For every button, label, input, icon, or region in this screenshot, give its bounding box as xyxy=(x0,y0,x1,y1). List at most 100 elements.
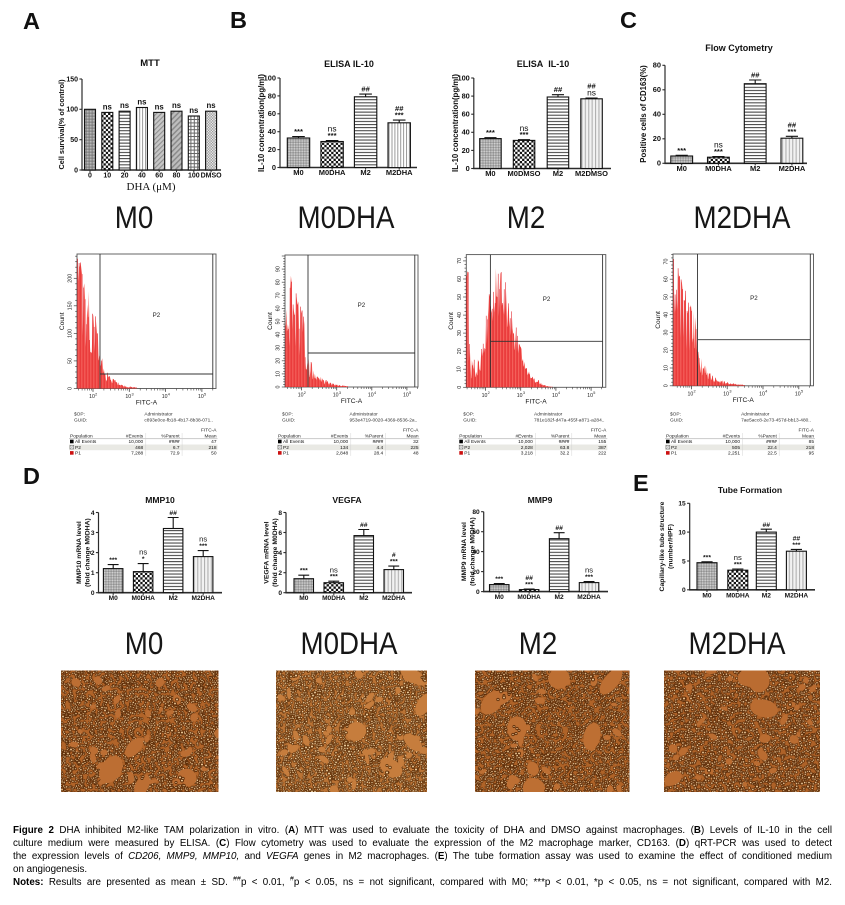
svg-text:10: 10 xyxy=(125,394,131,400)
svg-text:P2: P2 xyxy=(750,295,758,302)
svg-text:##: ## xyxy=(751,71,760,80)
svg-text:M2: M2 xyxy=(762,592,771,599)
svg-text:All Events: All Events xyxy=(671,439,693,445)
svg-text:##: ## xyxy=(788,120,797,129)
svg-text:60: 60 xyxy=(653,85,661,94)
svg-text:M0: M0 xyxy=(495,594,504,601)
svg-text:####: #### xyxy=(766,439,777,445)
svg-text:P2: P2 xyxy=(283,445,289,451)
svg-text:10: 10 xyxy=(162,394,168,400)
svg-text:Count: Count xyxy=(448,312,455,330)
svg-text:##: ## xyxy=(395,104,404,113)
svg-text:70: 70 xyxy=(457,258,463,264)
svg-text:%Parent: %Parent xyxy=(365,433,384,439)
svg-text:10: 10 xyxy=(552,393,558,399)
svg-text:200: 200 xyxy=(68,274,74,283)
svg-text:MMP9 mRNA level: MMP9 mRNA level xyxy=(461,522,468,581)
svg-text:4: 4 xyxy=(558,391,560,395)
svg-text:10: 10 xyxy=(482,393,488,399)
svg-text:Population: Population xyxy=(278,433,301,439)
svg-text:IL-10 concentration(pg/ml): IL-10 concentration(pg/ml) xyxy=(451,74,460,172)
svg-text:ns: ns xyxy=(155,102,165,111)
svg-text:***: *** xyxy=(328,131,337,140)
svg-text:222: 222 xyxy=(598,451,606,457)
svg-text:ns: ns xyxy=(172,101,182,110)
svg-text:0: 0 xyxy=(457,386,463,389)
svg-text:M0DMSO: M0DMSO xyxy=(508,169,541,178)
svg-text:P1: P1 xyxy=(283,451,289,457)
svg-text:0: 0 xyxy=(74,167,78,174)
svg-text:%Parent: %Parent xyxy=(758,433,777,439)
svg-text:FITC-A: FITC-A xyxy=(591,428,607,434)
svg-text:##: ## xyxy=(793,536,801,543)
svg-text:2: 2 xyxy=(95,392,97,396)
svg-text:ns: ns xyxy=(139,548,147,557)
svg-text:ns: ns xyxy=(189,106,199,115)
svg-text:40: 40 xyxy=(472,549,480,556)
svg-text:ns: ns xyxy=(585,566,593,575)
svg-text:468: 468 xyxy=(135,445,143,451)
svg-text:***: *** xyxy=(787,127,796,136)
svg-text:15: 15 xyxy=(678,501,686,508)
svg-text:50: 50 xyxy=(457,294,463,300)
svg-text:VEGFA: VEGFA xyxy=(332,495,361,505)
svg-text:3: 3 xyxy=(729,390,731,394)
svg-text:%Parent: %Parent xyxy=(161,433,180,439)
svg-text:72.9: 72.9 xyxy=(170,451,180,457)
svg-text:80: 80 xyxy=(268,91,276,100)
svg-text:70: 70 xyxy=(664,258,670,264)
svg-text:60: 60 xyxy=(462,110,470,119)
svg-text:7,288: 7,288 xyxy=(131,451,143,457)
svg-text:80: 80 xyxy=(462,92,470,101)
svg-text:0: 0 xyxy=(664,384,670,387)
svg-text:40: 40 xyxy=(275,332,281,338)
svg-text:Population: Population xyxy=(666,433,689,439)
svg-text:100: 100 xyxy=(457,73,469,82)
svg-text:85: 85 xyxy=(809,439,815,445)
svg-text:40: 40 xyxy=(653,110,661,119)
svg-text:100: 100 xyxy=(188,173,200,180)
svg-text:60: 60 xyxy=(457,276,463,282)
svg-text:Mean: Mean xyxy=(407,433,419,439)
svg-text:#Events: #Events xyxy=(723,433,741,439)
svg-text:0: 0 xyxy=(272,163,276,172)
svg-text:Mean: Mean xyxy=(205,433,217,439)
svg-text:M2: M2 xyxy=(360,168,370,177)
svg-text:MMP10: MMP10 xyxy=(145,495,175,505)
svg-text:2,251: 2,251 xyxy=(728,451,740,457)
svg-text:ns: ns xyxy=(137,98,147,107)
svg-text:Count: Count xyxy=(59,312,66,330)
svg-text:ns: ns xyxy=(714,140,723,150)
svg-text:(fold change M0DHA): (fold change M0DHA) xyxy=(85,518,92,587)
svg-text:DHA (μM): DHA (μM) xyxy=(127,181,176,193)
svg-text:Administrator: Administrator xyxy=(741,412,770,418)
svg-text:28.4: 28.4 xyxy=(374,451,384,457)
svg-text:40: 40 xyxy=(138,173,146,180)
svg-text:4: 4 xyxy=(278,550,282,557)
svg-text:ns: ns xyxy=(207,101,217,110)
svg-text:***: *** xyxy=(714,147,723,156)
svg-text:90: 90 xyxy=(275,266,281,272)
svg-text:387: 387 xyxy=(598,445,606,451)
svg-text:150: 150 xyxy=(66,76,78,83)
svg-text:20: 20 xyxy=(472,569,480,576)
svg-text:0: 0 xyxy=(657,159,661,168)
svg-text:4: 4 xyxy=(374,391,376,395)
svg-text:10: 10 xyxy=(103,173,111,180)
svg-text:10: 10 xyxy=(723,391,729,397)
svg-text:50: 50 xyxy=(664,294,670,300)
svg-text:##: ## xyxy=(555,525,563,532)
svg-text:##: ## xyxy=(525,575,533,582)
svg-text:***: *** xyxy=(294,127,303,136)
svg-text:Population: Population xyxy=(459,433,482,439)
svg-text:30: 30 xyxy=(275,345,281,351)
svg-text:***: *** xyxy=(486,128,495,137)
svg-text:10: 10 xyxy=(517,393,523,399)
svg-text:P1: P1 xyxy=(464,451,470,457)
svg-text:ns: ns xyxy=(587,88,596,98)
svg-text:3: 3 xyxy=(91,530,95,537)
svg-text:***: *** xyxy=(585,574,593,581)
svg-text:60: 60 xyxy=(268,109,276,118)
svg-text:40: 40 xyxy=(663,312,669,318)
svg-text:Cell survival(% of control): Cell survival(% of control) xyxy=(57,79,66,170)
